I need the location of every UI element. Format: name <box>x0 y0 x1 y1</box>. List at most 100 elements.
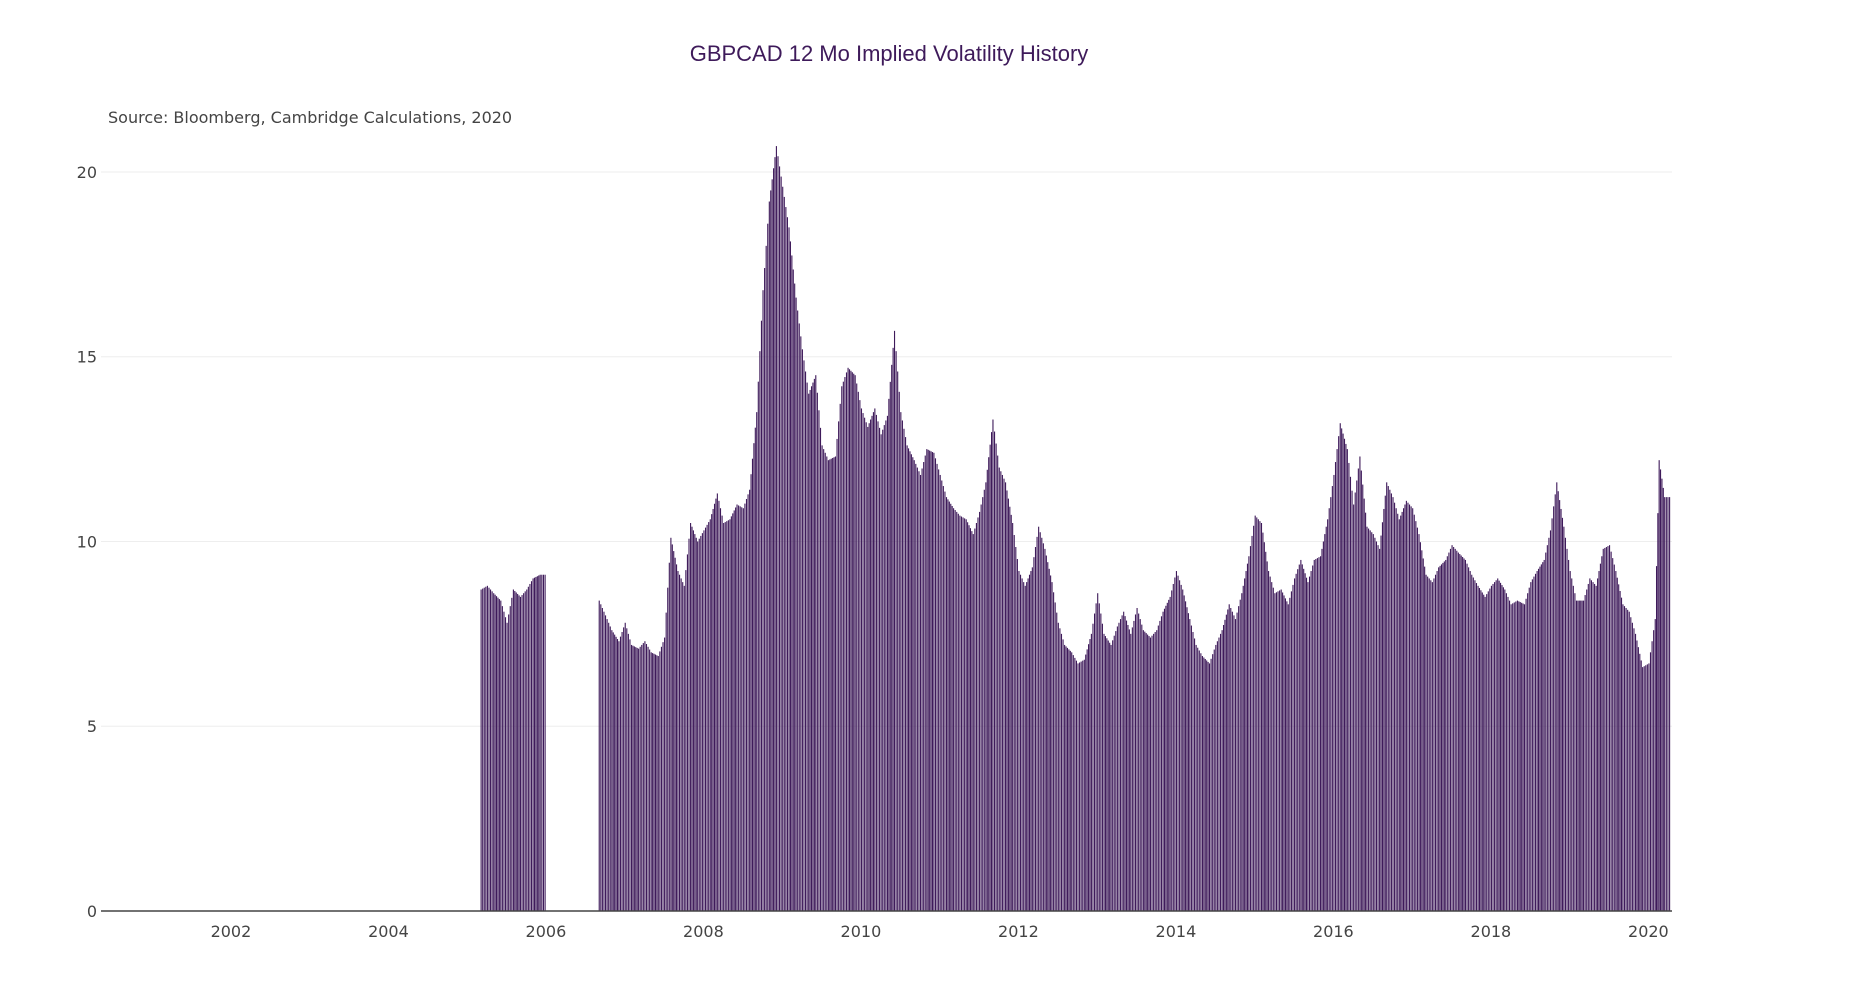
bar <box>1089 639 1091 911</box>
bar <box>1574 593 1576 911</box>
bar <box>1134 614 1137 911</box>
bar <box>905 437 907 911</box>
bar <box>968 525 970 911</box>
bar <box>1024 585 1026 911</box>
bar <box>975 523 977 911</box>
bar <box>1601 556 1603 911</box>
bar <box>1372 534 1374 911</box>
bar <box>697 541 699 911</box>
bar <box>756 412 758 911</box>
bar <box>1384 495 1386 911</box>
bar <box>816 392 818 911</box>
bar <box>926 449 928 911</box>
bar <box>870 419 872 911</box>
bar <box>1487 591 1489 911</box>
bar <box>1443 561 1445 911</box>
bar <box>1419 542 1421 911</box>
bar <box>1604 547 1606 911</box>
bar <box>1262 532 1264 911</box>
bar <box>683 585 685 911</box>
bar <box>1436 571 1438 911</box>
bar <box>1003 478 1005 911</box>
bar <box>795 297 797 912</box>
bar <box>1605 547 1607 911</box>
bar <box>1195 644 1197 911</box>
bar <box>903 428 905 911</box>
bar <box>1560 508 1562 911</box>
bar <box>1023 582 1025 911</box>
bar <box>1625 607 1627 911</box>
bar <box>865 422 867 911</box>
bar <box>798 323 800 912</box>
bar <box>1492 583 1494 911</box>
bar <box>629 639 631 911</box>
bar <box>923 462 925 911</box>
bar <box>1254 515 1256 911</box>
bar <box>1233 615 1235 911</box>
bar <box>713 503 716 911</box>
bar <box>704 527 707 911</box>
bar <box>1286 601 1288 911</box>
bar <box>614 634 616 911</box>
bar <box>1495 580 1497 911</box>
bar <box>1180 584 1182 911</box>
bar <box>880 434 882 911</box>
bar <box>930 451 932 911</box>
bar <box>1127 624 1129 911</box>
bar <box>1533 576 1535 911</box>
bar <box>1116 626 1118 911</box>
bar <box>867 426 869 911</box>
bar <box>1312 565 1314 911</box>
bar <box>1075 660 1077 911</box>
bar <box>1006 490 1008 911</box>
bar <box>1153 633 1155 911</box>
bar <box>1259 521 1261 911</box>
bar <box>1528 587 1530 911</box>
bar <box>1430 580 1432 911</box>
bar <box>544 574 546 911</box>
bar <box>927 449 929 911</box>
chart-source-note: Source: Bloomberg, Cambridge Calculation… <box>108 108 513 127</box>
bar <box>521 595 523 911</box>
bar <box>738 505 740 911</box>
bar <box>872 412 874 911</box>
bar <box>1498 580 1500 911</box>
bar <box>971 531 973 911</box>
bar <box>832 457 834 911</box>
bar <box>1357 468 1359 911</box>
bar <box>764 268 766 911</box>
bar <box>744 503 746 911</box>
bar <box>530 581 533 911</box>
bar <box>777 156 779 911</box>
bar <box>1630 617 1632 911</box>
bar <box>511 597 513 911</box>
bar <box>1553 506 1555 911</box>
bar <box>1324 534 1326 911</box>
bar <box>735 507 737 911</box>
bar <box>1563 526 1565 911</box>
bar <box>792 269 794 911</box>
bar <box>1462 557 1464 911</box>
bar <box>1036 536 1038 911</box>
bar <box>1390 493 1392 911</box>
bar <box>512 589 514 911</box>
bar <box>959 515 961 911</box>
bar <box>667 587 669 911</box>
bar <box>859 400 861 911</box>
bar <box>1246 563 1249 911</box>
bar <box>1655 566 1658 911</box>
bar <box>644 641 646 911</box>
bar <box>1445 559 1447 911</box>
bar <box>1228 604 1230 911</box>
bar <box>892 347 894 912</box>
x-tick-label: 2020 <box>1628 922 1669 941</box>
y-tick-label: 15 <box>77 348 97 367</box>
bar <box>1433 578 1435 911</box>
bar <box>1572 585 1574 911</box>
bar <box>1351 490 1353 911</box>
bar <box>736 504 738 911</box>
bar <box>1015 547 1017 911</box>
bar <box>1664 497 1666 911</box>
bar <box>497 597 499 911</box>
bar <box>1627 609 1629 911</box>
